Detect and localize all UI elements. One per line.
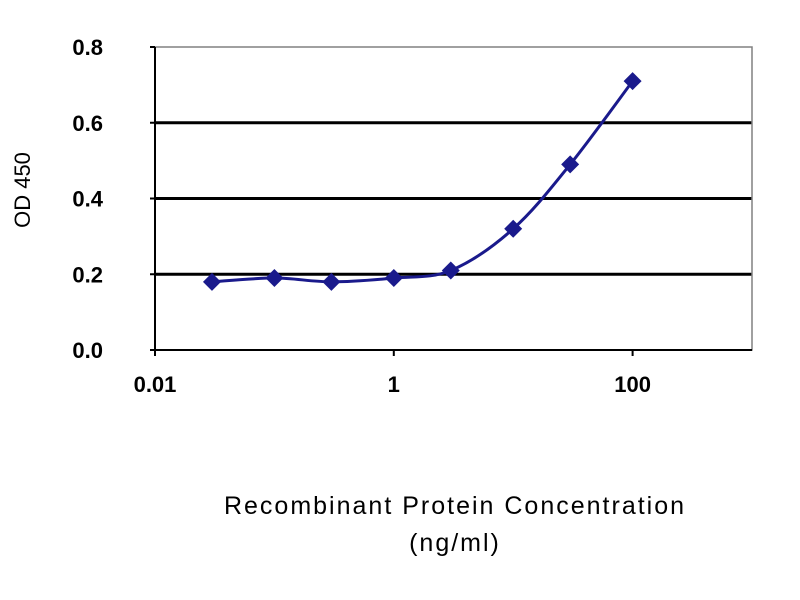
grid-layer bbox=[155, 121, 752, 276]
series-layer bbox=[202, 72, 642, 291]
y-tick-label: 0.2 bbox=[72, 262, 103, 287]
y-axis-label: OD 450 bbox=[10, 152, 35, 228]
data-point bbox=[561, 155, 580, 174]
y-tick-label: 0.0 bbox=[72, 338, 103, 363]
y-tick-label: 0.8 bbox=[72, 35, 103, 60]
data-point bbox=[202, 272, 221, 291]
data-point bbox=[322, 272, 341, 291]
data-point bbox=[384, 269, 403, 288]
x-tick-label: 1 bbox=[388, 372, 400, 397]
x-tick-label: 100 bbox=[614, 372, 651, 397]
y-tick-label: 0.4 bbox=[72, 187, 103, 212]
y-tick-labels: 0.0 0.2 0.4 0.6 0.8 bbox=[72, 35, 155, 363]
x-tick-labels: 0.01 1 100 bbox=[134, 350, 651, 397]
data-point bbox=[623, 72, 642, 91]
data-point bbox=[441, 261, 460, 280]
data-point bbox=[504, 219, 523, 238]
data-point bbox=[265, 269, 284, 288]
y-tick-label: 0.6 bbox=[72, 111, 103, 136]
x-tick-label: 0.01 bbox=[134, 372, 177, 397]
x-axis-label: Recombinant Protein Concentration bbox=[224, 492, 686, 520]
series-line bbox=[211, 80, 634, 284]
x-axis-label-units: (ng/ml) bbox=[409, 529, 501, 557]
